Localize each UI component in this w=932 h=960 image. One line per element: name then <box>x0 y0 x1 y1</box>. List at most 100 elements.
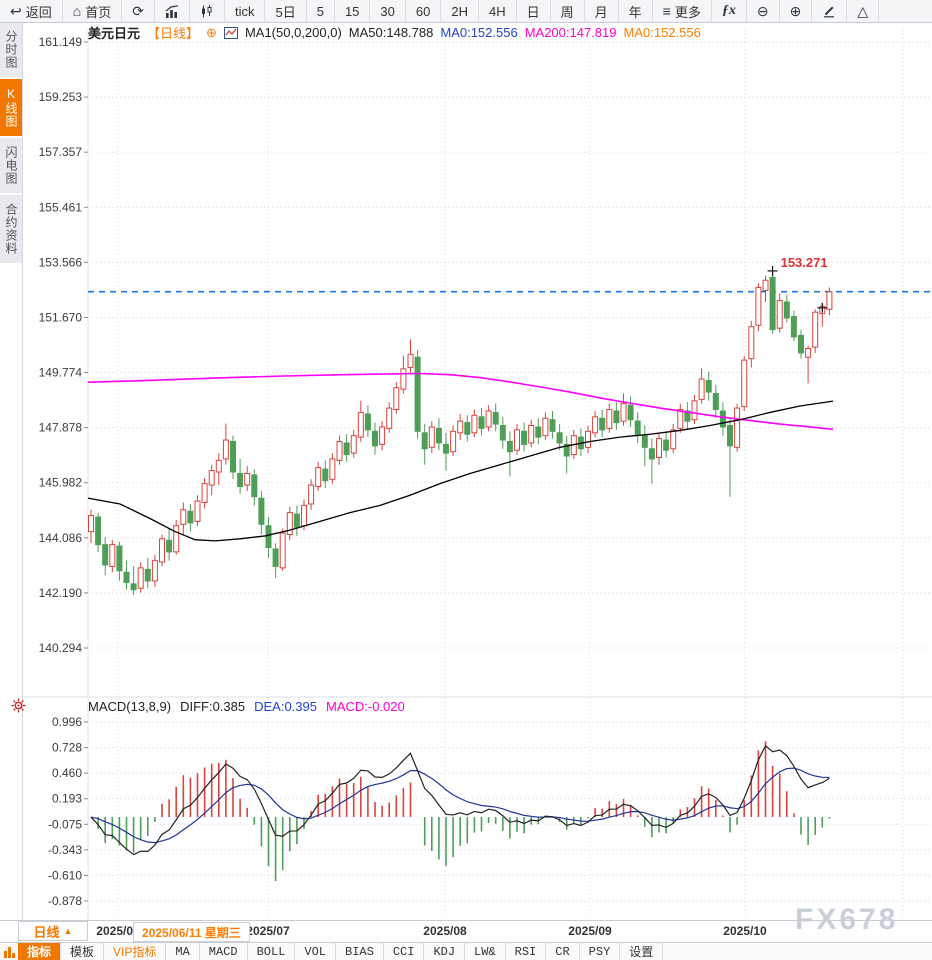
period-30min-button[interactable]: 30 <box>370 0 406 22</box>
more-button-label: 更多 <box>674 4 701 20</box>
crosshair-date-label: 2025/06/11 星期三 <box>133 922 250 942</box>
refresh-button[interactable]: ⟳ <box>122 0 155 22</box>
candlestick-button[interactable] <box>190 0 225 22</box>
period-15min-button[interactable]: 15 <box>335 0 371 22</box>
tab-boll[interactable]: BOLL <box>248 943 296 960</box>
sidebar-tab-kline-chart[interactable]: K线图 <box>0 79 22 136</box>
macd-title: MACD(13,8,9) <box>88 699 172 714</box>
svg-text:142.190: 142.190 <box>39 586 83 600</box>
tab-template[interactable]: 模板 <box>61 943 105 960</box>
fx-indicator-button[interactable]: ƒx <box>712 0 747 22</box>
indicator-tab-bar: 指标 模板 VIP指标 MA MACD BOLL VOL BIAS CCI KDJ LW& RSI CR… <box>0 942 932 960</box>
left-sidebar: 分时图 K线图 闪电图 合约资料 <box>0 22 23 920</box>
period-month-button[interactable]: 月 <box>585 0 619 22</box>
period-4h-button-label: 4H <box>488 3 506 19</box>
bar-chart-button[interactable] <box>155 0 190 22</box>
period-tag: 【日线】 <box>147 26 200 41</box>
ma-settings-label: MA1(50,0,200,0) <box>244 25 342 40</box>
x-axis-label: 2025/06 <box>96 924 140 938</box>
tab-vip-indicator[interactable]: VIP指标 <box>104 943 167 960</box>
svg-text:149.774: 149.774 <box>39 366 83 380</box>
tab-lw[interactable]: LW& <box>465 943 506 960</box>
period-selector[interactable]: 日线 ▲ <box>18 921 88 941</box>
x-axis-label: 2025/07 <box>246 924 290 938</box>
svg-text:144.086: 144.086 <box>39 531 83 545</box>
svg-text:155.461: 155.461 <box>39 200 83 214</box>
tab-cci[interactable]: CCI <box>384 943 425 960</box>
period-30min-button-label: 30 <box>380 3 395 19</box>
x-axis-label: 2025/08 <box>423 924 467 938</box>
svg-text:159.253: 159.253 <box>39 90 83 104</box>
candlestick-icon <box>200 4 214 18</box>
home-button[interactable]: ⌂ 首页 <box>63 0 123 22</box>
tab-vol[interactable]: VOL <box>295 943 337 960</box>
tab-kdj[interactable]: KDJ <box>424 943 466 960</box>
period-4h-button[interactable]: 4H <box>479 0 517 22</box>
draw-button[interactable] <box>812 0 848 22</box>
sidebar-tab-lightning-chart[interactable]: 闪电图 <box>0 138 22 193</box>
shapes-button[interactable]: △ <box>847 0 880 22</box>
period-15min-button-label: 15 <box>344 3 360 19</box>
zoom-in-button[interactable]: ⊕ <box>780 0 813 22</box>
triangle-icon: △ <box>857 3 869 19</box>
svg-text:0.193: 0.193 <box>52 792 82 806</box>
period-2h-button[interactable]: 2H <box>441 0 479 22</box>
tab-macd[interactable]: MACD <box>200 943 248 960</box>
home-button-label: 首页 <box>85 4 112 20</box>
home-icon: ⌂ <box>72 3 82 19</box>
sidebar-tab-time-chart[interactable]: 分时图 <box>0 22 22 77</box>
tab-cr[interactable]: CR <box>546 943 580 960</box>
tab-rsi[interactable]: RSI <box>506 943 547 960</box>
back-button-label: 返回 <box>25 4 52 20</box>
period-month-button-label: 月 <box>594 4 608 20</box>
tab-ma[interactable]: MA <box>166 943 200 960</box>
back-button[interactable]: ↩ 返回 <box>0 0 63 22</box>
gridlines <box>22 28 932 920</box>
macd-diff-value: DIFF:0.385 <box>180 699 246 714</box>
svg-text:0.460: 0.460 <box>52 766 82 780</box>
period-2h-button-label: 2H <box>451 3 468 19</box>
ma0-blue-value: MA0:152.556 <box>440 25 518 40</box>
svg-text:157.357: 157.357 <box>39 145 83 159</box>
x-axis-label: 2025/09 <box>568 924 612 938</box>
period-tick-button[interactable]: tick <box>225 0 266 22</box>
period-60min-button-label: 60 <box>415 3 431 19</box>
zoom-out-button[interactable]: ⊖ <box>747 0 780 22</box>
symbol-name: 美元日元 <box>88 26 141 41</box>
tab-psy[interactable]: PSY <box>580 943 621 960</box>
x-axis-label: 2025/10 <box>723 924 767 938</box>
tab-indicator[interactable]: 指标 <box>18 943 62 960</box>
period-60min-button[interactable]: 60 <box>406 0 442 22</box>
tab-settings[interactable]: 设置 <box>620 943 664 960</box>
candles-group <box>88 270 833 595</box>
tab-bias[interactable]: BIAS <box>336 943 384 960</box>
period-5day-button-label: 5日 <box>275 4 296 20</box>
period-5min-button[interactable]: 5 <box>307 0 335 22</box>
mini-chart-icon <box>223 26 238 39</box>
bar-chart-icon <box>165 4 179 18</box>
svg-text:161.149: 161.149 <box>39 35 83 49</box>
svg-text:0.996: 0.996 <box>52 715 82 729</box>
chart-header: 美元日元 【日线】 ⊕ MA1(50,0,200,0) MA50:148.788… <box>88 23 701 42</box>
period-week-button[interactable]: 周 <box>551 0 585 22</box>
svg-text:153.566: 153.566 <box>39 255 83 269</box>
svg-text:-0.343: -0.343 <box>48 843 82 857</box>
sidebar-tab-contract-info[interactable]: 合约资料 <box>0 195 22 263</box>
indicator-grid-icon[interactable] <box>0 943 18 960</box>
period-day-button[interactable]: 日 <box>517 0 551 22</box>
expand-icon[interactable]: ⊕ <box>206 24 217 40</box>
svg-text:0.728: 0.728 <box>52 741 82 755</box>
period-year-button[interactable]: 年 <box>619 0 653 22</box>
svg-text:-0.610: -0.610 <box>48 868 82 882</box>
more-button[interactable]: ≡ 更多 <box>653 0 712 22</box>
top-toolbar: ↩ 返回 ⌂ 首页 ⟳ tick 5日 5 15 30 60 2H 4H 日周月年 ≡ 更多 ƒx ⊖ ⊕ △ <box>0 0 932 23</box>
zoom-in-icon: ⊕ <box>789 3 802 19</box>
macd-bar-value: MACD:-0.020 <box>325 699 405 714</box>
svg-text:-0.878: -0.878 <box>48 894 82 908</box>
svg-text:151.670: 151.670 <box>39 310 83 324</box>
period-5day-button[interactable]: 5日 <box>265 0 307 22</box>
macd-histogram <box>97 741 831 882</box>
period-week-button-label: 周 <box>560 4 574 20</box>
macd-settings-gear-icon[interactable] <box>11 698 26 718</box>
